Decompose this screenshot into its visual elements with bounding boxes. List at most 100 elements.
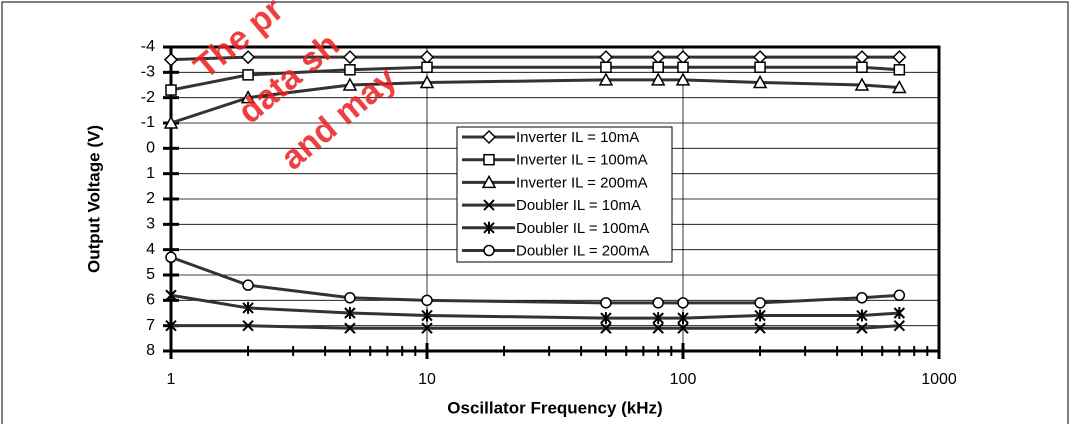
marker	[754, 322, 766, 334]
marker	[241, 50, 256, 65]
marker	[242, 279, 254, 291]
marker	[677, 312, 689, 325]
legend-label: Inverter IL = 100mA	[516, 152, 648, 169]
marker	[163, 115, 179, 129]
plot-frame	[169, 45, 941, 353]
marker	[344, 64, 356, 76]
y-tick-label: 8	[146, 342, 155, 359]
marker	[892, 50, 907, 65]
marker	[754, 297, 766, 309]
marker	[854, 50, 869, 65]
series-line	[170, 78, 900, 125]
marker	[675, 72, 691, 86]
marker	[421, 322, 433, 334]
marker	[419, 74, 435, 89]
marker	[598, 50, 613, 65]
marker	[165, 319, 177, 332]
marker	[754, 61, 766, 74]
marker	[856, 292, 868, 304]
y-tick-label: 6	[146, 292, 155, 309]
marker	[344, 292, 356, 304]
marker	[856, 61, 868, 74]
marker	[892, 79, 907, 94]
y-tick-label: 4	[146, 241, 155, 258]
marker	[893, 64, 906, 76]
marker	[483, 244, 495, 257]
marker	[342, 77, 358, 91]
marker	[483, 199, 495, 211]
marker	[163, 52, 179, 67]
legend-label: Inverter IL = 200mA	[516, 174, 648, 191]
y-tick-label: 2	[146, 190, 155, 207]
marker	[893, 307, 906, 319]
marker	[242, 69, 254, 81]
marker	[600, 312, 612, 325]
marker	[677, 61, 689, 74]
y-tick-label: 0	[146, 140, 155, 157]
marker	[752, 74, 768, 89]
marker	[600, 322, 612, 334]
marker	[753, 50, 768, 65]
legend-box	[456, 126, 673, 263]
marker	[481, 129, 497, 145]
marker	[242, 301, 254, 314]
legend-label: Doubler IL = 200mA	[516, 242, 649, 259]
marker	[483, 221, 495, 234]
y-tick-label: 1	[146, 165, 155, 182]
marker	[344, 307, 356, 319]
y-tick-label: 3	[146, 216, 155, 233]
marker	[754, 309, 766, 322]
series-line	[170, 255, 900, 305]
marker	[481, 174, 497, 189]
marker	[677, 322, 689, 334]
series-line	[171, 324, 900, 330]
x-tick-label: 1	[167, 371, 176, 388]
marker	[421, 61, 433, 74]
marker	[165, 84, 177, 96]
legend-label: Doubler IL = 100mA	[516, 220, 649, 237]
marker	[651, 50, 666, 65]
x-tick-label: 100	[670, 371, 697, 388]
marker	[344, 322, 356, 334]
legend-label: Doubler IL = 10mA	[516, 197, 641, 214]
y-tick-label: 5	[146, 266, 155, 283]
marker	[675, 50, 691, 65]
marker	[854, 77, 870, 91]
y-axis-label: Output Voltage (V)	[84, 125, 103, 273]
x-tick-label: 1000	[921, 371, 957, 388]
marker	[652, 322, 664, 334]
marker	[165, 251, 177, 264]
marker	[240, 90, 256, 104]
marker	[600, 297, 612, 309]
marker	[165, 289, 177, 302]
marker	[342, 50, 357, 65]
series-line	[170, 55, 900, 62]
x-tick-label: 10	[418, 371, 436, 388]
marker	[856, 322, 868, 334]
marker	[652, 297, 664, 309]
marker	[677, 297, 689, 309]
marker	[419, 50, 435, 65]
series-line	[170, 293, 900, 320]
series-line	[170, 65, 900, 92]
marker	[893, 289, 906, 302]
y-tick-label: -2	[141, 89, 155, 106]
y-tick-label: -3	[141, 64, 155, 81]
marker	[652, 61, 664, 74]
legend: Inverter IL = 10mA Inverter IL = 100mA Inv…	[456, 126, 673, 263]
marker	[652, 312, 664, 325]
marker	[598, 72, 614, 86]
marker	[893, 319, 906, 332]
marker	[242, 319, 254, 332]
marker	[483, 153, 495, 166]
marker	[421, 294, 433, 307]
marker	[600, 61, 612, 74]
x-axis-label: Oscillator Frequency (kHz)	[447, 398, 662, 417]
marker	[421, 309, 433, 322]
y-tick-label: -4	[141, 38, 155, 55]
y-tick-label: 7	[146, 317, 155, 334]
marker	[856, 309, 868, 322]
legend-label: Inverter IL = 10mA	[516, 129, 639, 146]
